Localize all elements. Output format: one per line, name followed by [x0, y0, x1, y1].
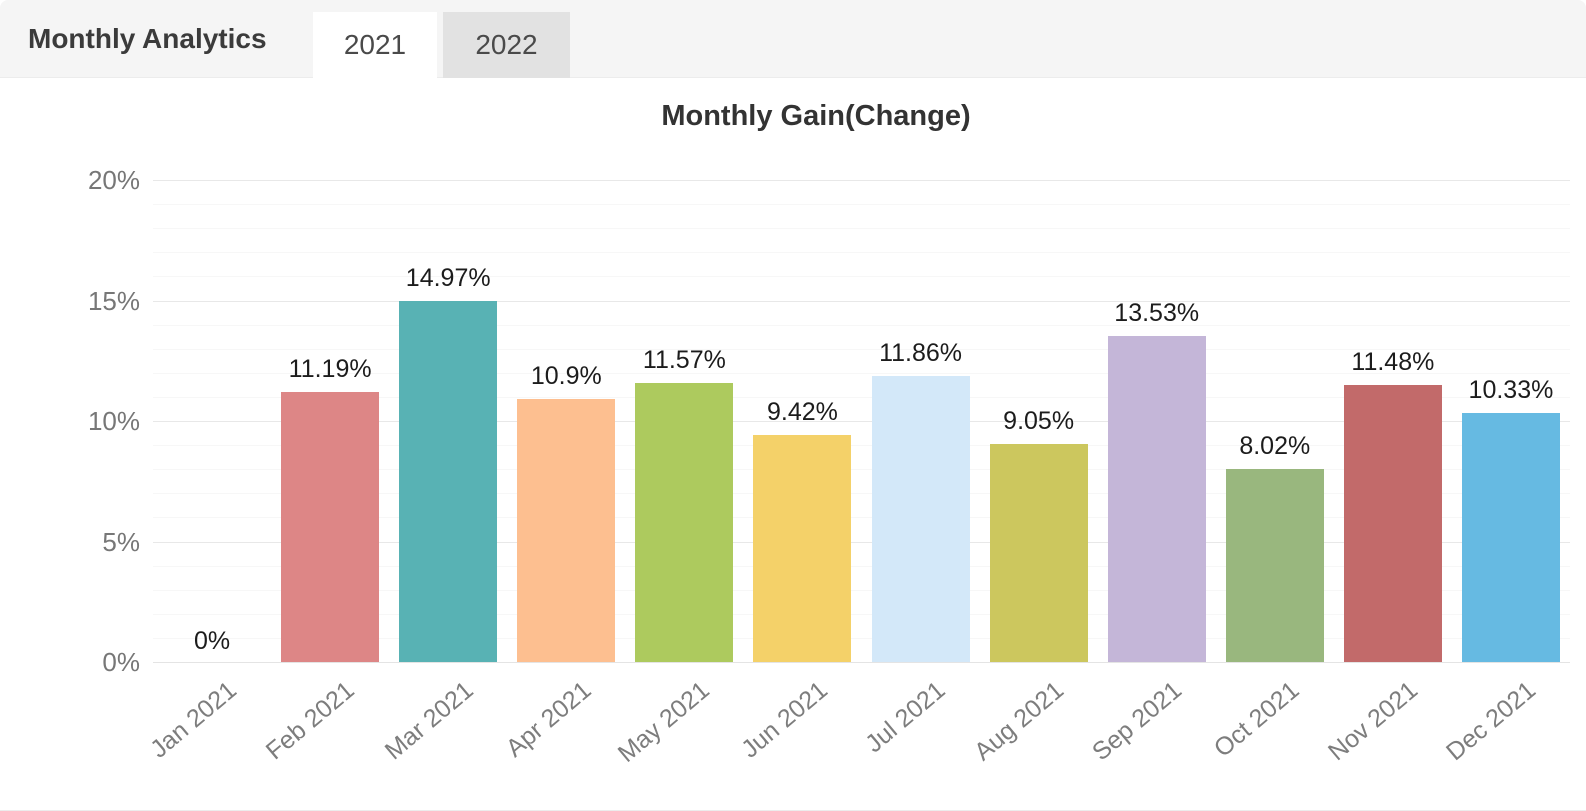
minor-gridline [153, 565, 1570, 567]
bar-aug-2021 [989, 443, 1088, 662]
minor-gridline [153, 517, 1570, 519]
x-axis-tick-label: Dec 2021 [1440, 676, 1541, 767]
minor-gridline [153, 493, 1570, 495]
bar-jul-2021 [871, 376, 970, 662]
bar-chart-plot-area: 0% 11.19% 14.97% 10.9% 11.57% 9.42% 11.86% 9.05… [153, 180, 1570, 663]
major-gridline [153, 180, 1570, 181]
page-title: Monthly Analytics [28, 23, 267, 54]
x-axis-tick-label: Jul 2021 [860, 676, 951, 759]
x-axis-tick-label: May 2021 [612, 676, 715, 769]
bar-value-label: 13.53% [1114, 298, 1200, 327]
minor-gridline [153, 445, 1570, 447]
x-axis-tick-label: Sep 2021 [1086, 676, 1187, 767]
minor-gridline [153, 637, 1570, 639]
minor-gridline [153, 228, 1570, 230]
minor-gridline [153, 252, 1570, 254]
y-axis-tick-label: 0% [102, 647, 140, 677]
major-gridline [153, 300, 1570, 302]
bar-dec-2021 [1461, 413, 1560, 662]
bar-value-label: 9.05% [1003, 406, 1075, 435]
bar-value-label: 0% [193, 627, 231, 655]
bar-nov-2021 [1343, 385, 1442, 662]
minor-gridline [153, 613, 1570, 615]
minor-gridline [153, 396, 1570, 398]
major-gridline [153, 541, 1570, 543]
bar-mar-2021 [399, 301, 498, 662]
minor-gridline [153, 348, 1570, 350]
x-axis-tick-label: Feb 2021 [261, 676, 361, 766]
bar-apr-2021 [517, 399, 616, 662]
y-axis-tick-label: 5% [102, 526, 140, 557]
bar-sep-2021 [1107, 335, 1206, 662]
bar-value-label: 11.57% [642, 346, 726, 375]
bar-value-label: 10.33% [1468, 376, 1554, 405]
x-axis-tick-label: Mar 2021 [379, 676, 479, 766]
bar-value-label: 10.9% [530, 362, 602, 391]
bar-value-label: 11.19% [288, 355, 372, 384]
bar-value-label: 14.97% [405, 264, 491, 293]
tab-2022[interactable]: 2022 [443, 12, 570, 78]
y-axis-tick-label: 10% [87, 406, 140, 436]
major-gridline [153, 662, 1570, 663]
x-axis-tick-label: Oct 2021 [1209, 676, 1305, 763]
bar-value-label: 9.42% [767, 397, 838, 426]
bar-jun-2021 [753, 434, 852, 662]
x-axis-tick-label: Nov 2021 [1322, 676, 1423, 767]
x-axis: Jan 2021 Feb 2021 Mar 2021 Apr 2021 May 2021… [145, 662, 1570, 810]
minor-gridline [153, 469, 1570, 471]
x-axis-tick-label: Aug 2021 [968, 676, 1069, 767]
y-axis-tick-label: 15% [87, 285, 140, 316]
minor-gridline [153, 324, 1570, 326]
bar-value-label: 8.02% [1239, 431, 1311, 460]
x-axis-tick-label: Jun 2021 [735, 676, 833, 764]
y-axis: 0% 5% 10% 15% 20% [0, 167, 140, 675]
bar-value-label: 11.48% [1351, 348, 1435, 377]
tab-2021[interactable]: 2021 [313, 12, 437, 82]
minor-gridline [153, 276, 1570, 278]
x-axis-tick-label: Apr 2021 [500, 676, 597, 763]
bar-may-2021 [635, 383, 734, 662]
bar-oct-2021 [1225, 468, 1324, 662]
major-gridline [153, 421, 1570, 422]
bar-value-label: 11.86% [879, 339, 962, 368]
minor-gridline [153, 372, 1570, 374]
bar-feb-2021 [281, 392, 380, 662]
x-axis-tick-label: Jan 2021 [145, 676, 243, 764]
chart-title: Monthly Gain(Change) [661, 100, 971, 132]
tab-bar: Monthly Analytics 2021 2022 [0, 0, 1586, 82]
minor-gridline [153, 589, 1570, 591]
minor-gridline [153, 204, 1570, 206]
y-axis-tick-label: 20% [87, 165, 140, 195]
